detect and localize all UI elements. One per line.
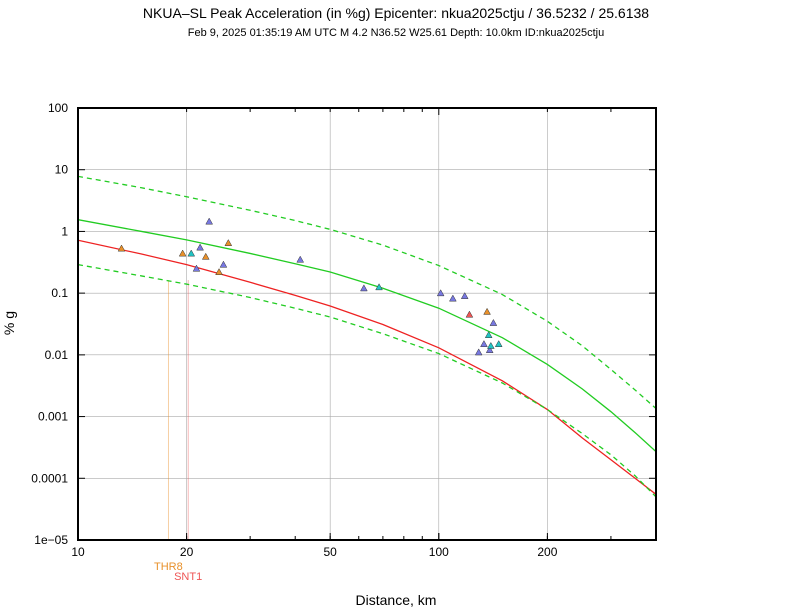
station-point [201, 252, 210, 260]
model-curve [78, 219, 656, 453]
station-marker-lines [167, 280, 189, 540]
station-marker-label: SNT1 [174, 571, 202, 583]
station-point [494, 340, 503, 347]
y-axis-label: % g [1, 311, 17, 335]
station-point [485, 346, 494, 353]
x-axis-label: Distance, km [356, 592, 437, 608]
station-marker-label: THR8 [154, 561, 183, 573]
y-tick-label: 100 [48, 101, 68, 115]
model-curve [78, 175, 656, 410]
x-axis-ticks: 10 20 50 100 200 [71, 108, 657, 559]
station-point [187, 249, 196, 257]
station-point [480, 340, 488, 347]
y-tick-label: 1e−05 [34, 533, 68, 547]
model-curve [78, 263, 656, 498]
station-point [483, 307, 491, 315]
station-points [117, 217, 503, 356]
y-tick-label: 0.1 [51, 286, 68, 300]
station-point [449, 294, 457, 302]
station-point [296, 255, 305, 263]
x-tick-label: 50 [323, 545, 337, 559]
y-tick-label: 1 [61, 224, 68, 238]
model-curve [78, 239, 656, 495]
grid [77, 107, 656, 541]
station-point [460, 292, 469, 299]
station-point [196, 243, 204, 251]
station-point [360, 284, 368, 292]
station-point [215, 268, 223, 275]
y-axis-ticks: 100 10 1 0.1 0.01 0.001 0.0001 1e−05 [31, 101, 656, 547]
y-tick-label: 0.01 [45, 348, 69, 362]
chart-subtitle: Feb 9, 2025 01:35:19 AM UTC M 4.2 N36.52… [188, 27, 604, 39]
station-point [436, 289, 445, 297]
chart-title: NKUA–SL Peak Acceleration (in %g) Epicen… [143, 5, 649, 21]
station-point [489, 318, 498, 326]
station-point [219, 260, 228, 268]
plot-frame [77, 107, 657, 541]
x-tick-label: 20 [180, 545, 194, 559]
y-tick-label: 0.0001 [31, 471, 68, 485]
station-point [465, 310, 474, 318]
station-point [192, 264, 201, 272]
station-point [474, 348, 483, 356]
model-curves [78, 175, 656, 498]
station-point [178, 249, 187, 257]
station-point [117, 244, 126, 252]
x-tick-label: 100 [429, 545, 449, 559]
station-point [484, 331, 493, 338]
y-tick-label: 0.001 [38, 410, 68, 424]
y-tick-label: 10 [55, 163, 69, 177]
station-point [224, 239, 233, 246]
station-point [205, 217, 214, 225]
station-point [375, 283, 383, 291]
station-point [487, 341, 495, 349]
x-tick-label: 200 [537, 545, 557, 559]
x-tick-label: 10 [71, 545, 85, 559]
